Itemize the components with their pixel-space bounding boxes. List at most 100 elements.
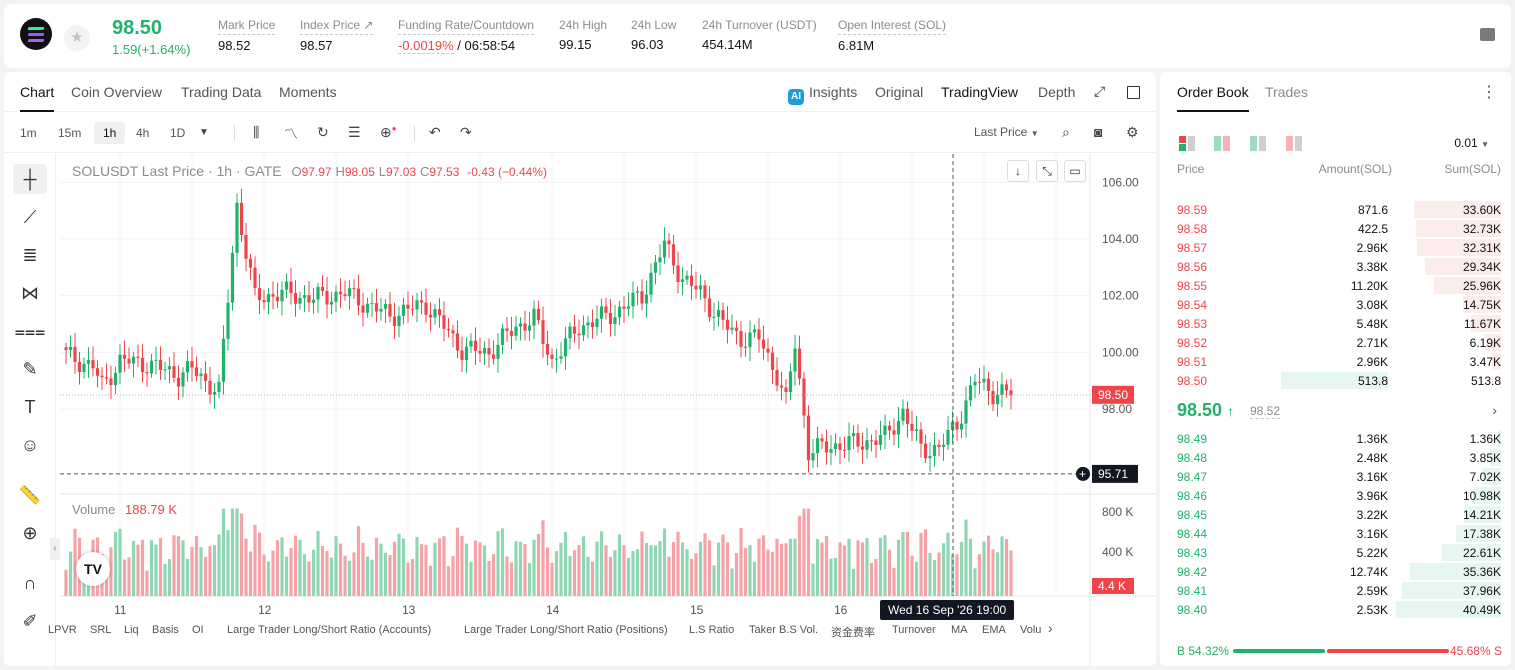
indicators-scroll-right-icon[interactable]: › <box>1048 620 1053 636</box>
timeframe-1h[interactable]: 1h <box>94 122 126 144</box>
stat-open-interest[interactable]: Open Interest (SOL) 6.81M <box>838 18 947 53</box>
bid-row[interactable]: 98.44 3.16K 17.38K <box>1160 524 1511 543</box>
price-type-select[interactable]: Last Price ▼ <box>974 125 1039 139</box>
text-icon[interactable]: T <box>24 397 36 417</box>
favorite-star-icon[interactable]: ★ <box>64 25 90 51</box>
ask-row[interactable]: 98.52 2.71K 6.19K <box>1160 333 1511 352</box>
ask-row[interactable]: 98.57 2.96K 32.31K <box>1160 238 1511 257</box>
layout-both-icon[interactable] <box>1179 136 1196 151</box>
tab-order-book[interactable]: Order Book <box>1177 84 1249 112</box>
expand-icon[interactable]: ⤢ <box>1094 83 1106 99</box>
layout-split-icon[interactable] <box>1214 136 1231 151</box>
ask-row[interactable]: 98.56 3.38K 29.34K <box>1160 257 1511 276</box>
timeframe-1d[interactable]: 1D <box>170 126 186 140</box>
bid-row[interactable]: 98.41 2.59K 37.96K <box>1160 581 1511 600</box>
indicator-basis[interactable]: Basis <box>152 624 179 636</box>
timeframe-dropdown-icon[interactable]: ▼ <box>199 127 209 138</box>
precision-select[interactable]: 0.01 ▼ <box>1454 136 1489 150</box>
pattern-icon[interactable]: ⋈ <box>21 283 39 303</box>
templates-icon[interactable]: ☰ <box>348 124 361 140</box>
indicator-turnover[interactable]: Turnover <box>892 624 936 636</box>
tab-moments[interactable]: Moments <box>279 84 337 100</box>
lock-drawing-icon[interactable]: ✐ <box>22 611 38 631</box>
view-tradingview[interactable]: TradingView <box>941 84 1019 100</box>
indicator-lpvr[interactable]: LPVR <box>48 624 77 636</box>
tab-trading-data[interactable]: Trading Data <box>181 84 262 100</box>
indicator-volume[interactable]: Volu <box>1020 624 1042 636</box>
more-options-icon[interactable]: ⋮ <box>1481 84 1497 101</box>
bid-row[interactable]: 98.49 1.36K 1.36K <box>1160 429 1511 448</box>
layout-bids-icon[interactable] <box>1250 136 1267 151</box>
ask-row[interactable]: 98.58 422.5 32.73K <box>1160 219 1511 238</box>
bid-row[interactable]: 98.40 2.53K 40.49K <box>1160 600 1511 619</box>
view-original[interactable]: Original <box>875 84 924 100</box>
zoom-in-icon[interactable]: ⊕ <box>22 523 38 543</box>
camera-icon[interactable]: ◙ <box>1094 124 1103 140</box>
undo-icon[interactable]: ↶ <box>429 124 441 140</box>
ruler-icon[interactable]: 📏 <box>18 485 42 505</box>
fib-icon[interactable]: ⩶ <box>14 321 46 341</box>
bid-row[interactable]: 98.43 5.22K 22.61K <box>1160 543 1511 562</box>
stat-index-price[interactable]: Index Price ↗ 98.57 <box>300 18 374 53</box>
timeframe-4h[interactable]: 4h <box>136 126 150 140</box>
notebook-icon[interactable] <box>1480 28 1495 41</box>
compare-icon[interactable]: ↻ <box>317 124 329 140</box>
candle-body <box>68 346 73 351</box>
indicator-srl[interactable]: SRL <box>90 624 112 636</box>
ask-row[interactable]: 98.59 871.6 33.60K <box>1160 200 1511 219</box>
redo-icon[interactable]: ↷ <box>460 124 472 140</box>
ask-row[interactable]: 98.55 11.20K 25.96K <box>1160 276 1511 295</box>
volume-bar <box>923 529 928 596</box>
bid-row[interactable]: 98.46 3.96K 10.98K <box>1160 486 1511 505</box>
horizontal-lines-icon[interactable]: ≣ <box>22 245 38 265</box>
indicators-icon[interactable]: 〽 <box>284 126 298 142</box>
ask-row[interactable]: 98.50 513.8 513.8 <box>1160 371 1511 390</box>
fit-screen-icon[interactable]: ▭ <box>1064 160 1086 182</box>
add-alert-icon[interactable]: ⊕● <box>380 124 397 140</box>
timeframe-1m[interactable]: 1m <box>20 126 37 140</box>
indicators-scroll-left-icon[interactable]: ‹ <box>50 538 60 560</box>
emoji-icon[interactable]: ☺ <box>20 435 40 455</box>
tab-trades[interactable]: Trades <box>1265 84 1309 100</box>
tab-chart[interactable]: Chart <box>20 84 55 112</box>
crosshair-icon[interactable]: ┼ <box>13 164 47 194</box>
bid-row[interactable]: 98.47 3.16K 7.02K <box>1160 467 1511 486</box>
indicator-ema[interactable]: EMA <box>982 624 1006 636</box>
ask-row[interactable]: 98.53 5.48K 11.67K <box>1160 314 1511 333</box>
fullscreen-icon[interactable] <box>1127 86 1140 99</box>
timeframe-15m[interactable]: 15m <box>58 126 82 140</box>
bid-row[interactable]: 98.42 12.74K 35.36K <box>1160 562 1511 581</box>
price-chart[interactable]: 106.00 104.00 102.00 100.00 98.00 800 K 400 K 1… <box>60 154 1156 666</box>
bid-row[interactable]: 98.45 3.22K 14.21K <box>1160 505 1511 524</box>
indicator-funding-rate[interactable]: 资金费率 <box>831 627 875 639</box>
candle-body <box>460 350 464 361</box>
collapse-icon[interactable]: ⤡ <box>1036 160 1058 182</box>
brush-icon[interactable]: ✎ <box>22 359 38 379</box>
ask-row[interactable]: 98.54 3.08K 14.75K <box>1160 295 1511 314</box>
indicator-ma[interactable]: MA <box>951 624 968 636</box>
arrow-down-icon[interactable]: ↓ <box>1007 160 1029 182</box>
insights-button[interactable]: AI Insights <box>788 84 857 105</box>
bid-row[interactable]: 98.48 2.48K 3.85K <box>1160 448 1511 467</box>
tab-coin-overview[interactable]: Coin Overview <box>71 84 163 100</box>
candlestick-chart[interactable]: 106.00 104.00 102.00 100.00 98.00 800 K 400 K 1… <box>60 154 1156 666</box>
indicator-ls-ratio[interactable]: L.S Ratio <box>689 624 735 636</box>
indicator-taker-vol[interactable]: Taker B.S Vol. <box>749 624 819 636</box>
indicator-liq[interactable]: Liq <box>124 624 139 636</box>
indicator-lt-accounts[interactable]: Large Trader Long/Short Ratio (Accounts) <box>227 624 432 636</box>
layout-asks-icon[interactable] <box>1286 136 1303 151</box>
stat-funding-rate[interactable]: Funding Rate/Countdown -0.0019% / 06:58:… <box>398 18 535 54</box>
stat-mark-price[interactable]: Mark Price 98.52 <box>218 18 276 53</box>
trend-line-icon[interactable]: ⟋ <box>23 207 37 227</box>
chevron-right-icon[interactable]: › <box>1492 402 1497 418</box>
gear-icon[interactable]: ⚙ <box>1126 124 1139 140</box>
volume-bar <box>514 541 518 596</box>
tradingview-logo[interactable]: TV <box>76 552 110 586</box>
magnet-icon[interactable]: ∩ <box>23 573 37 593</box>
indicator-oi[interactable]: OI <box>192 624 204 636</box>
view-depth[interactable]: Depth <box>1038 84 1076 100</box>
search-icon[interactable]: ⌕ <box>1062 124 1070 140</box>
candle-type-icon[interactable]: ⫼ <box>253 124 260 140</box>
indicator-lt-positions[interactable]: Large Trader Long/Short Ratio (Positions… <box>464 624 668 636</box>
ask-row[interactable]: 98.51 2.96K 3.47K <box>1160 352 1511 371</box>
